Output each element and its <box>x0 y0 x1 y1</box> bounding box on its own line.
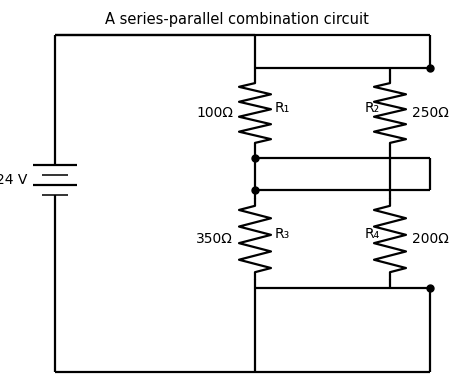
Text: R₂: R₂ <box>365 101 380 115</box>
Text: 200Ω: 200Ω <box>412 232 449 246</box>
Text: 100Ω: 100Ω <box>196 106 233 120</box>
Text: A series-parallel combination circuit: A series-parallel combination circuit <box>105 12 369 27</box>
Text: R₄: R₄ <box>365 227 380 241</box>
Text: 350Ω: 350Ω <box>196 232 233 246</box>
Text: 24 V: 24 V <box>0 173 27 187</box>
Text: R₁: R₁ <box>275 101 290 115</box>
Text: 250Ω: 250Ω <box>412 106 449 120</box>
Text: R₃: R₃ <box>275 227 290 241</box>
